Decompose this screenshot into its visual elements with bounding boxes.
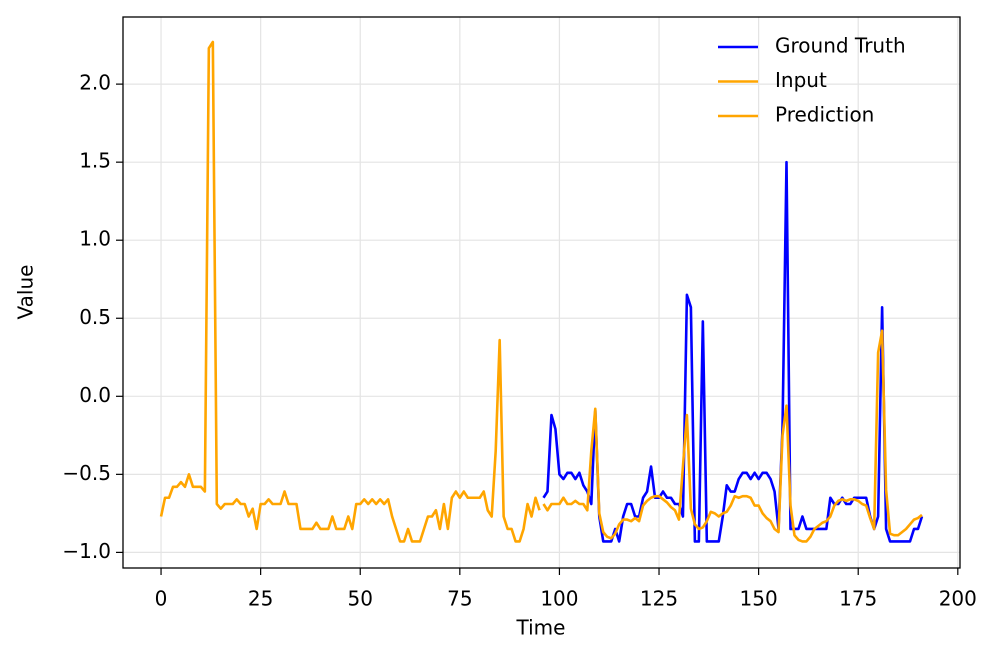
series-line xyxy=(159,40,541,543)
legend-label: Prediction xyxy=(775,103,874,127)
y-tick-label: 2.0 xyxy=(79,71,111,95)
plot-frame xyxy=(122,16,961,569)
x-tick-label: 100 xyxy=(540,587,578,611)
x-tick-label: 125 xyxy=(640,587,678,611)
series-line xyxy=(542,329,923,543)
y-tick-label: −0.5 xyxy=(62,461,111,485)
y-tick-label: 0.5 xyxy=(79,305,111,329)
y-axis-label: Value xyxy=(14,265,38,320)
series-line xyxy=(542,160,924,543)
x-tick-label: 25 xyxy=(248,587,273,611)
x-axis-label: Time xyxy=(516,616,566,640)
x-tick-label: 75 xyxy=(447,587,472,611)
x-tick-label: 50 xyxy=(348,587,373,611)
x-tick-label: 0 xyxy=(155,587,168,611)
y-tick-label: 0.0 xyxy=(79,383,111,407)
y-tick-label: −1.0 xyxy=(62,539,111,563)
x-tick-label: 150 xyxy=(740,587,778,611)
legend-label: Input xyxy=(775,68,827,92)
x-tick-label: 175 xyxy=(839,587,877,611)
y-tick-label: 1.0 xyxy=(79,227,111,251)
legend-label: Ground Truth xyxy=(775,34,906,58)
x-tick-label: 200 xyxy=(939,587,977,611)
y-tick-label: 1.5 xyxy=(79,149,111,173)
